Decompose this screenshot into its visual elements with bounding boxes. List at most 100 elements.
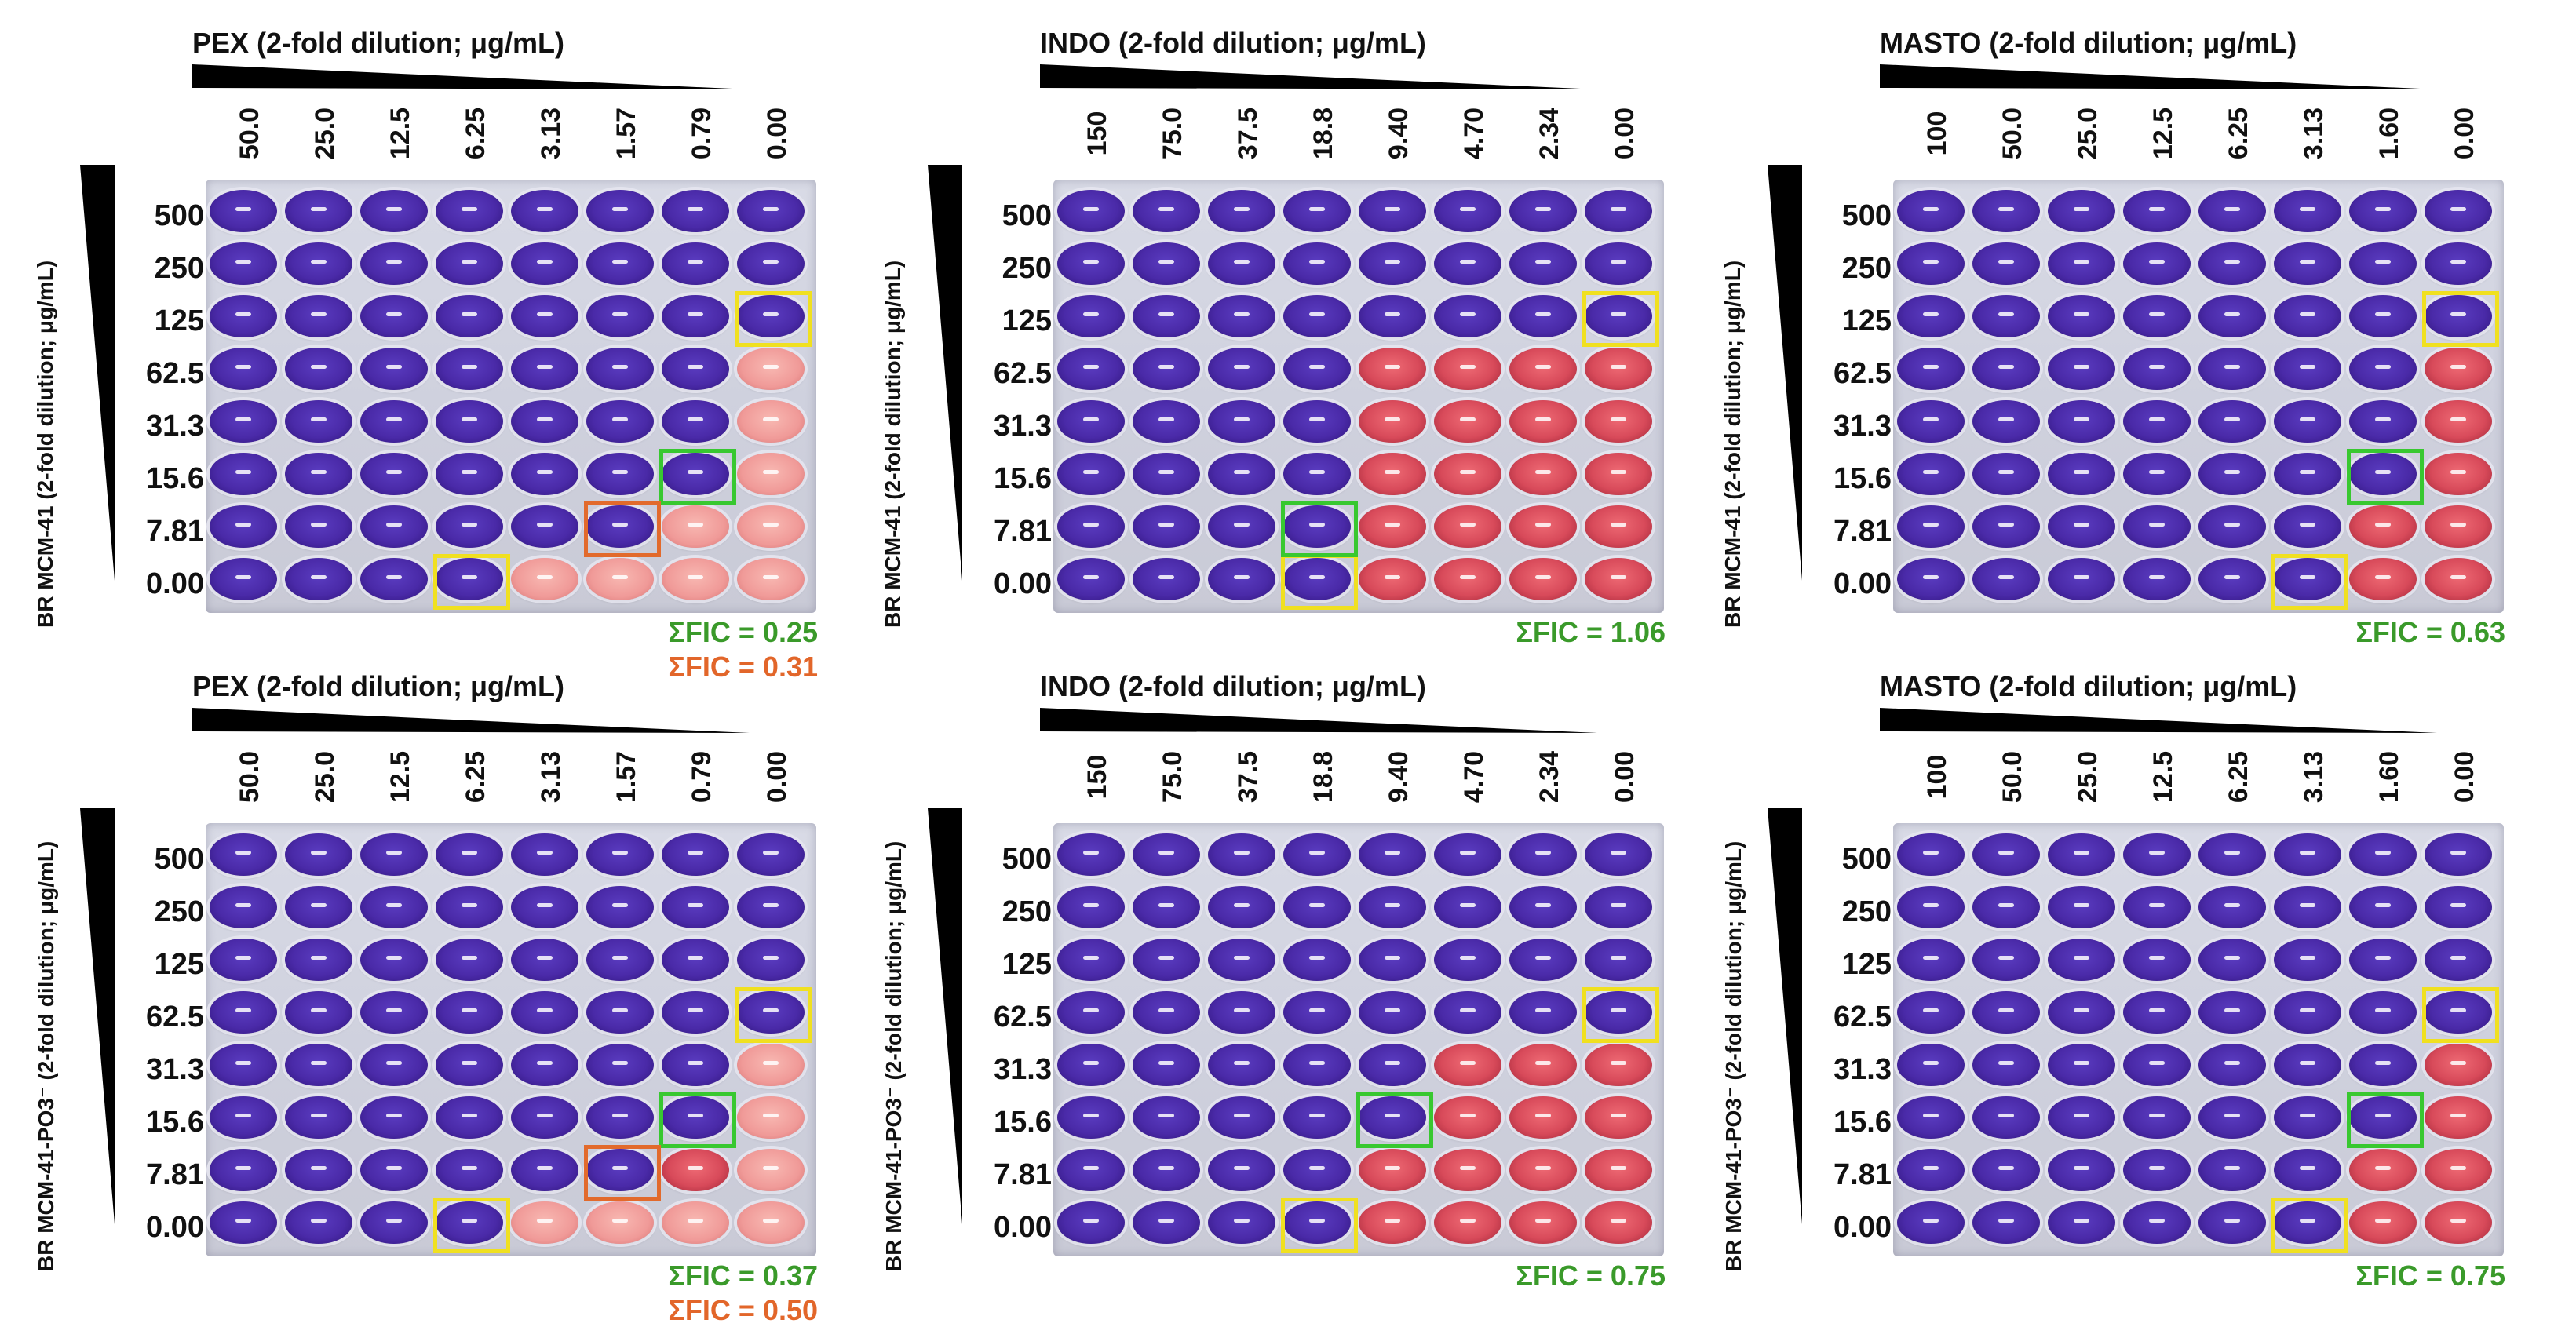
well-reflection: [311, 365, 327, 370]
plate-well: [737, 990, 805, 1034]
well-reflection: [1923, 851, 1939, 855]
plate-well: [2123, 938, 2191, 981]
well-reflection: [2450, 1219, 2466, 1223]
well-reflection: [1158, 417, 1174, 422]
well-reflection: [1083, 1008, 1099, 1013]
green-highlight-box: [659, 1092, 736, 1148]
plate-well: [662, 452, 729, 495]
column-concentration-label: 12.5: [2148, 107, 2178, 160]
well-reflection: [1385, 365, 1400, 370]
row-axis-title: BR MCM-41 (2-fold dilution; μg/mL): [881, 260, 905, 628]
column-concentration-label: 50.0: [1998, 750, 2027, 804]
row-concentration-label: 125: [1841, 947, 1892, 981]
plate-well: [1359, 189, 1426, 232]
plate-well: [1057, 833, 1125, 876]
well-reflection: [537, 903, 553, 908]
well-reflection: [1460, 903, 1476, 908]
plate-well: [436, 990, 503, 1034]
plate-well: [2349, 1201, 2417, 1244]
well-reflection: [612, 851, 628, 855]
plate-well: [1283, 833, 1351, 876]
plate-well: [210, 1043, 277, 1086]
well-reflection: [1234, 260, 1250, 264]
well-reflection: [2300, 365, 2315, 370]
yellow-highlight-box: [433, 1198, 510, 1253]
well-reflection: [2300, 312, 2315, 317]
plate-well: [2425, 242, 2492, 285]
plate-well: [285, 347, 352, 390]
well-reflection: [2224, 956, 2240, 961]
plate-well: [1897, 938, 1965, 981]
drug-axis-title: MASTO (2-fold dilution; μg/mL): [1880, 670, 2297, 702]
plate-well: [511, 347, 578, 390]
row-concentration-label: 15.6: [1833, 461, 1892, 495]
well-reflection: [311, 903, 327, 908]
plate-well: [2425, 189, 2492, 232]
well-reflection: [311, 1114, 327, 1118]
row-concentration-label: 31.3: [994, 1052, 1052, 1086]
well-reflection: [688, 956, 703, 961]
well-reflection: [1234, 1219, 1250, 1223]
well-reflection: [1158, 523, 1174, 527]
plate-well: [2198, 505, 2266, 548]
plate-well: [1133, 399, 1200, 443]
plate-well: [2198, 1043, 2266, 1086]
microplate: [1893, 823, 2504, 1256]
well-reflection: [1083, 365, 1099, 370]
well-reflection: [537, 1061, 553, 1066]
plate-well: [586, 885, 654, 928]
plate-well: [737, 189, 805, 232]
row-axis-title: BR MCM-41-PO3⁻ (2-fold dilution; μg/mL): [34, 840, 58, 1271]
well-reflection: [2074, 903, 2089, 908]
plate-well: [1057, 990, 1125, 1034]
well-reflection: [1234, 312, 1250, 317]
well-reflection: [1234, 207, 1250, 212]
well-reflection: [537, 365, 553, 370]
well-reflection: [1083, 903, 1099, 908]
well-reflection: [462, 1061, 477, 1066]
well-reflection: [1611, 851, 1626, 855]
well-reflection: [462, 1166, 477, 1171]
well-reflection: [2375, 575, 2391, 580]
drug-axis-title: INDO (2-fold dilution; μg/mL): [1040, 670, 1426, 702]
well-reflection: [612, 575, 628, 580]
well-reflection: [311, 207, 327, 212]
well-reflection: [1309, 523, 1325, 527]
plate-well: [1509, 1148, 1577, 1191]
well-reflection: [2149, 956, 2165, 961]
plate-well: [2048, 1043, 2115, 1086]
plate-well: [2274, 1201, 2341, 1244]
well-reflection: [386, 575, 402, 580]
plate-well: [1133, 885, 1200, 928]
plate-well: [586, 1201, 654, 1244]
plate-well: [1208, 1096, 1275, 1139]
plate-well: [360, 990, 428, 1034]
well-reflection: [2149, 851, 2165, 855]
well-reflection: [2300, 1166, 2315, 1171]
fic-value-label: ΣFIC = 0.37: [668, 1260, 818, 1292]
yellow-highlight-box: [1281, 1198, 1358, 1253]
column-concentration-label: 25.0: [2073, 107, 2103, 160]
well-reflection: [1309, 1166, 1325, 1171]
well-reflection: [2224, 903, 2240, 908]
well-reflection: [1460, 260, 1476, 264]
well-reflection: [1234, 365, 1250, 370]
well-reflection: [1611, 417, 1626, 422]
plate-well: [2198, 1201, 2266, 1244]
well-reflection: [2149, 470, 2165, 475]
well-reflection: [763, 1114, 779, 1118]
plate-well: [586, 1096, 654, 1139]
plate-well: [737, 557, 805, 600]
well-reflection: [763, 417, 779, 422]
well-reflection: [1611, 470, 1626, 475]
plate-well: [511, 990, 578, 1034]
well-reflection: [1460, 312, 1476, 317]
well-reflection: [1998, 312, 2014, 317]
plate-well: [2349, 399, 2417, 443]
column-concentration-label: 12.5: [385, 107, 415, 160]
well-reflection: [1998, 1008, 2014, 1013]
plate-well: [210, 452, 277, 495]
plate-well: [2198, 242, 2266, 285]
well-reflection: [1535, 575, 1551, 580]
plate-well: [1897, 294, 1965, 337]
